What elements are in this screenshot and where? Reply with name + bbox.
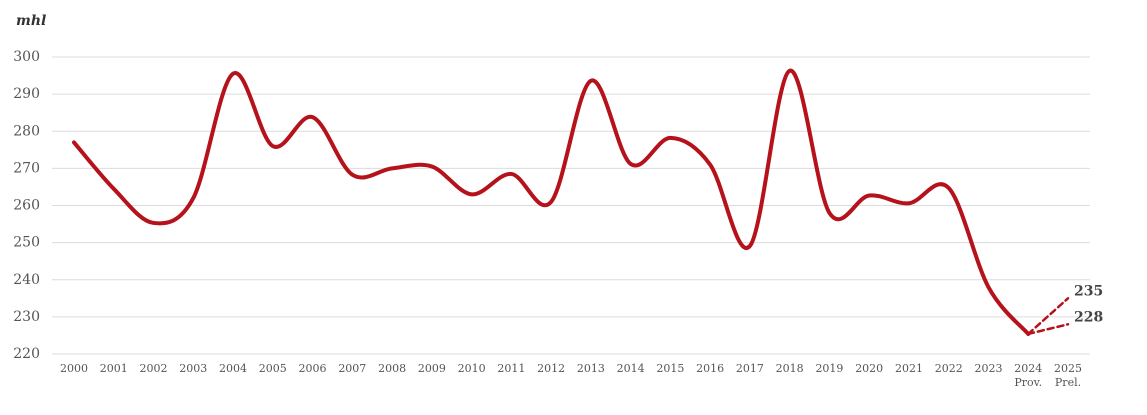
forecast-line [1026,323,1070,336]
x-tick-label: 2025 [1054,362,1082,375]
unit-label: mhl [16,13,46,29]
data-label: 228 [1074,309,1103,325]
x-tick-label: 2022 [935,362,963,375]
y-tick-label: 230 [13,309,40,325]
y-tick-label: 250 [13,235,40,251]
y-tick-label: 290 [13,86,40,102]
x-tick-label: 2021 [895,362,923,375]
x-tick-label: 2003 [179,362,207,375]
data-label: 235 [1074,283,1103,299]
x-tick-label: 2005 [259,362,287,375]
x-tick-label: 2007 [338,362,366,375]
x-tick-label: 2006 [299,362,327,375]
x-tick-label: 2018 [776,362,804,375]
x-tick-label: 2015 [656,362,684,375]
forecast-line [1026,297,1070,336]
x-tick-label: 2004 [219,362,247,375]
y-tick-label: 260 [13,198,40,214]
y-tick-label: 220 [13,346,40,362]
y-tick-label: 240 [13,272,40,288]
x-tick-label: 2016 [696,362,724,375]
x-tick-label: 2023 [974,362,1002,375]
x-tick-label: 2009 [418,362,446,375]
x-tick-label: 2019 [815,362,843,375]
x-tick-label: 2012 [537,362,565,375]
x-tick-label: 2024 [1014,362,1042,375]
x-tick-label: 2008 [378,362,406,375]
y-tick-label: 270 [13,160,40,176]
y-tick-label: 280 [13,123,40,139]
y-tick-label: 300 [13,49,40,65]
x-tick-label: 2020 [855,362,883,375]
x-tick-label: 2017 [736,362,764,375]
x-tick-label: 2013 [577,362,605,375]
x-tick-note: Prov. [1014,376,1042,389]
x-tick-label: 2002 [140,362,168,375]
x-tick-label: 2010 [458,362,486,375]
x-tick-label: 2011 [497,362,525,375]
x-tick-label: 2000 [60,362,88,375]
x-tick-label: 2001 [100,362,128,375]
x-tick-label: 2014 [617,362,645,375]
data-line [72,68,1031,336]
x-tick-note: Prel. [1055,376,1081,389]
